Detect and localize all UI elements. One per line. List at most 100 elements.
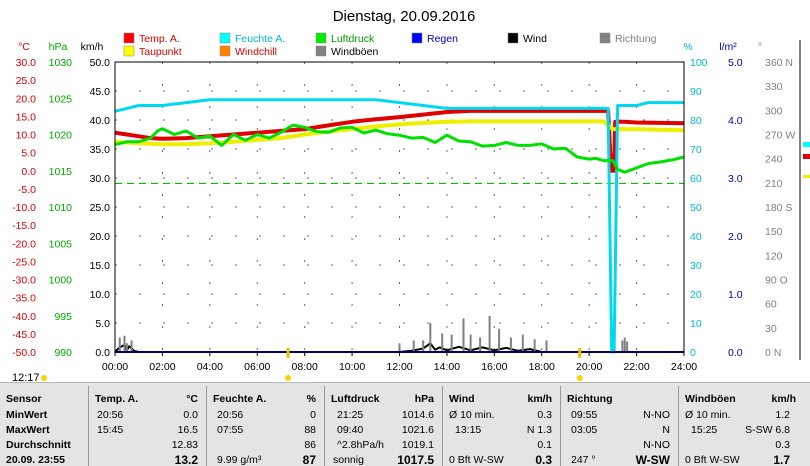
tick-time: 06:00 — [244, 361, 270, 373]
tick-pressure: 1010 — [49, 202, 73, 214]
col-humidity: Feuchte A.% 20:56 0 07:55 88 86 9.99 g/m³ 8… — [207, 383, 324, 466]
legend-label: Richtung — [615, 33, 657, 45]
tick-direction: 180 S — [765, 202, 792, 214]
hum-max-time: 07:55 — [217, 424, 244, 436]
hum-current-value: 87 — [302, 453, 316, 466]
tick-temp: -5.0 — [18, 184, 36, 196]
tick-humidity: 10 — [690, 318, 702, 330]
legend-label: Luftdruck — [331, 33, 375, 45]
tick-pressure: 995 — [54, 311, 72, 323]
tick-wind: 30.0 — [90, 173, 111, 185]
hum-max-value: 88 — [304, 424, 316, 436]
sun-icon — [576, 375, 583, 381]
gust-current-bft: 0 Bft W-SW — [685, 454, 740, 466]
tick-pressure: 1005 — [49, 238, 73, 250]
tick-direction: 300 — [765, 105, 783, 117]
tick-time: 10:00 — [339, 361, 365, 373]
tick-temp: -15.0 — [12, 220, 36, 232]
tick-humidity: 100 — [690, 57, 708, 69]
col-pressure: Luftdruck hPa 21:25 1014.6 09:40 1021.6 ^2.… — [325, 383, 442, 466]
gust-min-label: Ø 10 min. — [685, 409, 731, 421]
dir-avg-value: N-NO — [643, 439, 670, 451]
tick-rain: 3.0 — [728, 173, 743, 185]
tick-temp: -30.0 — [12, 275, 36, 287]
legend-swatch — [315, 32, 327, 44]
tick-humidity: 20 — [690, 289, 702, 301]
axis-unit-direction: ° — [758, 41, 762, 53]
sun-icon — [285, 375, 292, 381]
tick-temp: -50.0 — [12, 347, 36, 359]
weather-chart: Dienstag, 20.09.2016 Temp. A. Feuchte A. L… — [12, 8, 810, 382]
legend-swatch — [507, 32, 519, 44]
tick-direction: 90 O — [765, 275, 788, 287]
tick-humidity: 0 — [690, 347, 696, 359]
header-pressure: Luftdruck — [331, 393, 380, 405]
tick-humidity: 40 — [690, 231, 702, 243]
header-direction: Richtung — [567, 393, 613, 405]
tick-time: 22:00 — [623, 361, 649, 373]
hum-min-value: 0 — [310, 409, 316, 421]
col-temp: Temp. A. °C 20:56 0.0 15:45 16.5 12.83 13.2 — [89, 383, 206, 466]
legend-swatch — [123, 32, 135, 44]
tick-time: 16:00 — [481, 361, 507, 373]
temp-current-value: 13.2 — [174, 453, 198, 466]
tick-temp: 25.0 — [16, 75, 37, 87]
tick-pressure: 1000 — [49, 275, 73, 287]
tick-wind: 5.0 — [95, 318, 110, 330]
pres-trend: ^2.8hPa/h — [337, 439, 384, 451]
header-wind: Wind — [449, 393, 475, 405]
legend-swatch — [219, 45, 231, 57]
dir-max-value: N — [662, 424, 670, 436]
tick-direction: 360 N — [765, 57, 793, 69]
tick-temp: 15.0 — [16, 111, 37, 123]
temp-avg-value: 12.83 — [171, 439, 198, 451]
temp-max-time: 15:45 — [97, 424, 124, 436]
wind-max-value: N 1.3 — [526, 424, 552, 436]
legend-swatch — [123, 45, 135, 57]
tick-direction: 120 — [765, 250, 783, 262]
header-temp: Temp. A. — [95, 393, 139, 405]
legend-label: Windböen — [331, 46, 378, 58]
hum-current-extra: 9.99 g/m³ — [217, 454, 262, 466]
series-temp-a- — [114, 108, 685, 173]
header-humidity-unit: % — [306, 393, 316, 405]
tick-wind: 50.0 — [90, 57, 111, 69]
tick-humidity: 90 — [690, 86, 702, 98]
tick-time: 02:00 — [149, 361, 175, 373]
col-direction: Richtung 09:55 N-NO 03:05 N N-NO 247 ° W-SW — [561, 383, 678, 466]
tick-direction: 270 W — [765, 130, 795, 142]
tick-direction: 240 — [765, 154, 783, 166]
tick-time: 24:00 — [671, 361, 697, 373]
legend-swatch — [411, 32, 423, 44]
tick-temp: 10.0 — [16, 130, 37, 142]
tick-wind: 20.0 — [90, 231, 111, 243]
temp-min-value: 0.0 — [183, 409, 198, 421]
gust-max-value: S-SW 6.8 — [745, 424, 790, 436]
tick-pressure: 1025 — [49, 93, 73, 105]
axis-unit-wind: km/h — [81, 41, 104, 53]
tick-rain: 4.0 — [728, 115, 743, 127]
tick-wind: 40.0 — [90, 115, 111, 127]
dir-max-time: 03:05 — [571, 424, 598, 436]
pres-current-value: 1017.5 — [397, 453, 434, 466]
tick-time: 04:00 — [197, 361, 223, 373]
legend-label: Regen — [427, 33, 458, 45]
header-humidity: Feuchte A. — [213, 393, 267, 405]
tick-pressure: 990 — [54, 347, 72, 359]
row-label-max: MaxWert — [6, 424, 50, 436]
legend-label: Temp. A. — [139, 33, 180, 45]
dir-min-value: N-NO — [643, 409, 670, 421]
tick-humidity: 30 — [690, 260, 702, 272]
legend-label: Windchill — [235, 46, 277, 58]
tick-rain: 1.0 — [728, 289, 743, 301]
tick-temp: -20.0 — [12, 238, 36, 250]
tick-time: 00:00 — [102, 361, 128, 373]
legend-swatch — [219, 32, 231, 44]
legend: Temp. A. Feuchte A. Luftdruck Regen Wind Rich… — [123, 32, 657, 58]
col-sensor: Sensor MinWert MaxWert Durchschnitt 20.0… — [0, 383, 88, 466]
tick-pressure: 1015 — [49, 166, 73, 178]
dir-current-value: W-SW — [635, 453, 670, 466]
legend-label: Feuchte A. — [235, 33, 285, 45]
wind-current-bft: 0 Bft W-SW — [449, 454, 504, 466]
side-marker-temp — [803, 154, 810, 159]
